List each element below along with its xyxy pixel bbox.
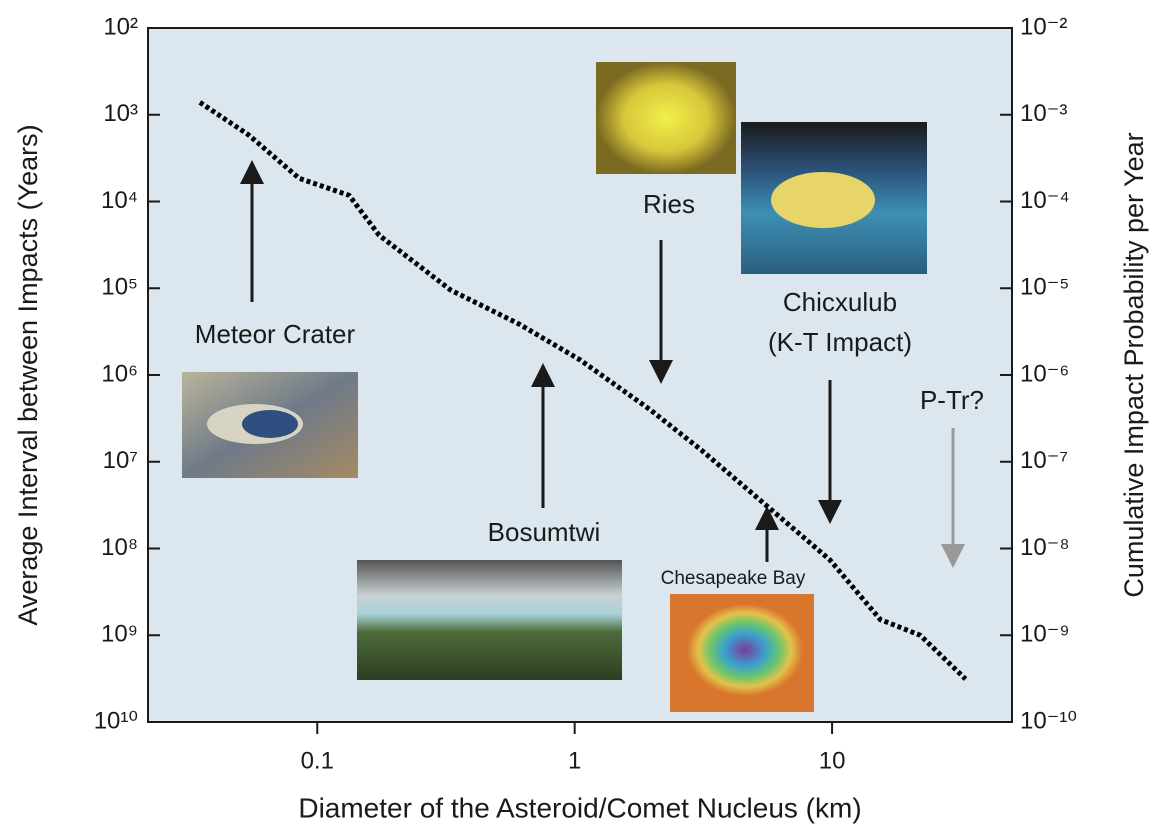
y-tick-label: 10⁶ — [101, 360, 138, 387]
annotation: P-Tr? — [920, 385, 984, 415]
annotation: Chicxulub — [783, 287, 897, 317]
annotation: (K-T Impact) — [768, 327, 912, 357]
x-tick-label: 1 — [568, 747, 581, 774]
y2-tick-label: 10⁻⁸ — [1020, 534, 1070, 561]
annotation: Ries — [643, 189, 695, 219]
y-axis-label: Average Interval between Impacts (Years) — [13, 124, 43, 625]
y-tick-label: 10⁴ — [101, 187, 138, 214]
x-tick-label: 10 — [819, 747, 846, 774]
x-tick-label: 0.1 — [301, 747, 334, 774]
impact-crater — [771, 172, 875, 228]
y2-tick-label: 10⁻² — [1020, 13, 1067, 40]
bosumtwi-image — [357, 560, 622, 680]
y2-tick-label: 10⁻⁹ — [1020, 621, 1070, 648]
annotation: Meteor Crater — [195, 319, 356, 349]
chesapeake-crater — [687, 604, 803, 696]
y2-axis-label: Cumulative Impact Probability per Year — [1119, 132, 1149, 597]
y-tick-label: 10⁹ — [101, 621, 138, 648]
y2-tick-label: 10⁻⁵ — [1020, 274, 1069, 301]
chart: 10² 10³ 10⁴ 10⁵ 10⁶ 10⁷ 10⁸ 10⁹ 10¹⁰ 10⁻² 10⁻³ 10⁻⁴… — [0, 0, 1162, 832]
y2-tick-label: 10⁻¹⁰ — [1020, 707, 1077, 734]
ries-image — [596, 62, 736, 174]
crater-pit — [242, 410, 298, 438]
y-tick-label: 10⁷ — [103, 447, 138, 474]
y-tick-label: 10³ — [103, 100, 138, 127]
y2-tick-label: 10⁻⁴ — [1020, 187, 1070, 214]
y2-tick-label: 10⁻⁶ — [1020, 360, 1069, 387]
y-tick-label: 10¹⁰ — [94, 707, 138, 734]
annotation: Bosumtwi — [488, 517, 601, 547]
y2-tick-label: 10⁻⁷ — [1020, 447, 1068, 474]
annotation: Chesapeake Bay — [661, 568, 806, 589]
y-tick-label: 10⁸ — [101, 534, 138, 561]
y-tick-label: 10² — [103, 13, 138, 40]
y2-tick-label: 10⁻³ — [1020, 100, 1067, 127]
x-axis-label: Diameter of the Asteroid/Comet Nucleus (… — [298, 792, 861, 823]
y-tick-label: 10⁵ — [101, 274, 138, 301]
